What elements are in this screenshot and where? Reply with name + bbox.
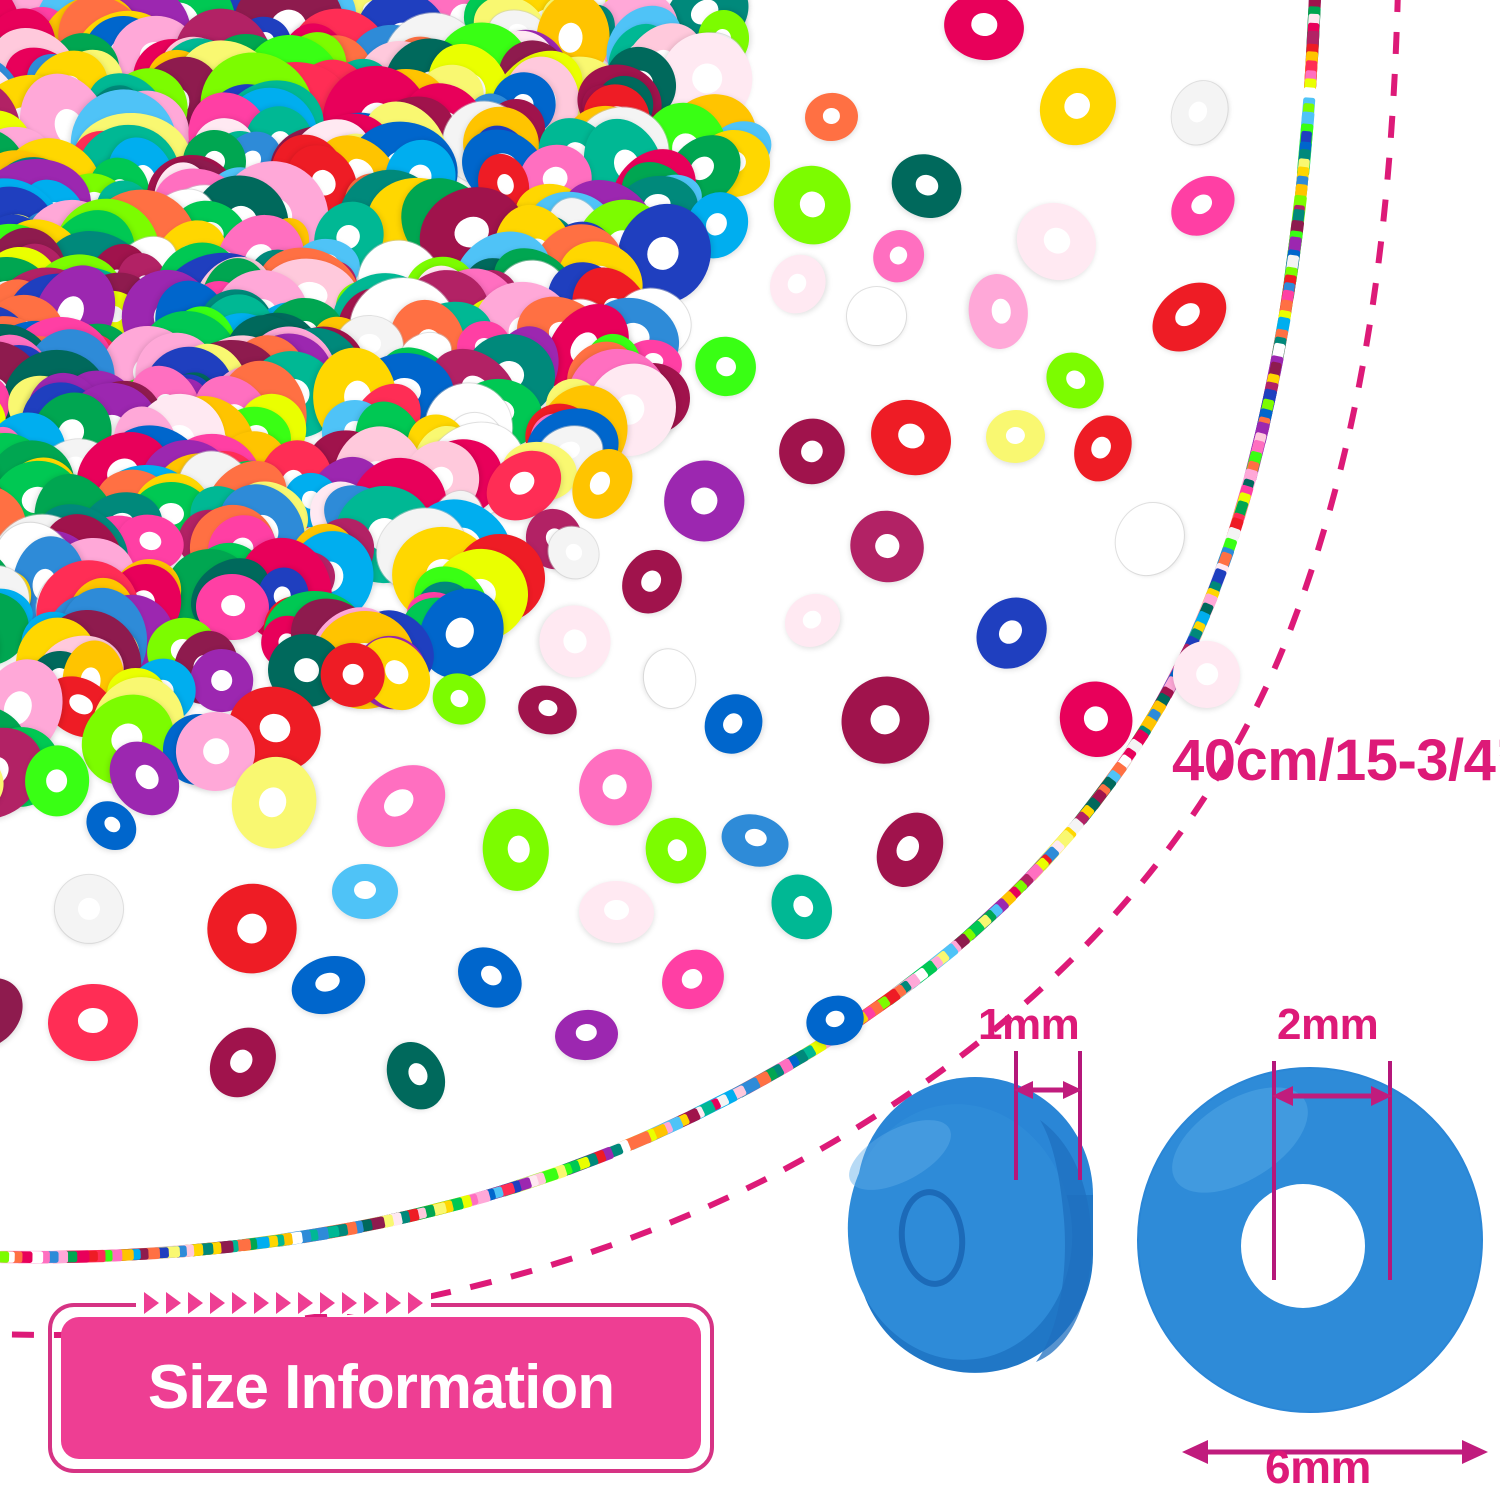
triangle-right-icon (188, 1292, 203, 1314)
triangle-right-icon (320, 1292, 335, 1314)
badge-inner-panel: Size Information (61, 1317, 701, 1459)
size-information-badge: Size Information (48, 1292, 714, 1473)
bead (1102, 490, 1198, 588)
bead (341, 748, 462, 864)
bead (43, 864, 134, 955)
bead (1048, 670, 1143, 768)
bead (843, 282, 911, 349)
thickness-label: 1mm (978, 1000, 1080, 1049)
bead (529, 595, 621, 688)
bead (1138, 268, 1240, 366)
bead (1156, 0, 1252, 11)
bead (1162, 630, 1252, 719)
triangle-right-icon (232, 1292, 247, 1314)
size-information-label: Size Information (147, 1353, 615, 1422)
bead (863, 801, 957, 900)
bead (1161, 72, 1237, 154)
bead (479, 806, 552, 894)
bead (939, 0, 1029, 66)
bead (766, 405, 859, 499)
triangle-right-icon (276, 1292, 291, 1314)
bead (446, 935, 534, 1020)
bead (512, 679, 582, 741)
bead (552, 1007, 621, 1063)
bead (638, 810, 715, 892)
badge-arrow-strip (136, 1292, 431, 1314)
bead (0, 963, 37, 1063)
triangle-right-icon (166, 1292, 181, 1314)
bead (983, 408, 1047, 466)
bead (715, 806, 795, 875)
bead (759, 863, 845, 952)
triangle-right-icon (144, 1292, 159, 1314)
bead (24, 744, 91, 817)
bead (774, 583, 851, 658)
bead (800, 988, 871, 1052)
bead (0, 855, 6, 934)
triangle-right-icon (298, 1292, 313, 1314)
bead (610, 537, 695, 625)
bead (1001, 186, 1112, 295)
bead (864, 219, 935, 292)
bead (867, 0, 925, 18)
bead (1063, 406, 1142, 491)
triangle-right-icon (254, 1292, 269, 1314)
bead (824, 658, 948, 782)
bead (652, 448, 758, 554)
bead (857, 385, 965, 490)
bead (639, 645, 701, 713)
bead (802, 90, 860, 144)
bead (1035, 340, 1116, 420)
bead (759, 244, 837, 324)
outer-diameter-label: 6mm (1265, 1441, 1371, 1493)
bead (284, 947, 374, 1024)
triangle-right-icon (342, 1292, 357, 1314)
bead (196, 1014, 290, 1111)
triangle-right-icon (408, 1292, 423, 1314)
bead (577, 879, 655, 944)
bead (331, 863, 398, 920)
bead (965, 271, 1032, 352)
bead (838, 498, 936, 595)
bead (650, 938, 736, 1022)
triangle-right-icon (386, 1292, 401, 1314)
bead (375, 1032, 457, 1119)
triangle-right-icon (364, 1292, 379, 1314)
bead (567, 736, 665, 837)
bead (1159, 163, 1247, 248)
bead (961, 582, 1062, 683)
bead (422, 663, 496, 736)
hole-diameter-label: 2mm (1277, 1000, 1379, 1049)
bead (881, 143, 972, 229)
bead (771, 0, 874, 9)
bead (692, 682, 774, 765)
bead (46, 982, 140, 1063)
strand-length-label: 40cm/15-3/4” (1172, 728, 1500, 793)
bead (1024, 52, 1132, 161)
bead (761, 153, 864, 257)
triangle-right-icon (210, 1292, 225, 1314)
bead (685, 327, 767, 407)
bead (189, 865, 315, 991)
